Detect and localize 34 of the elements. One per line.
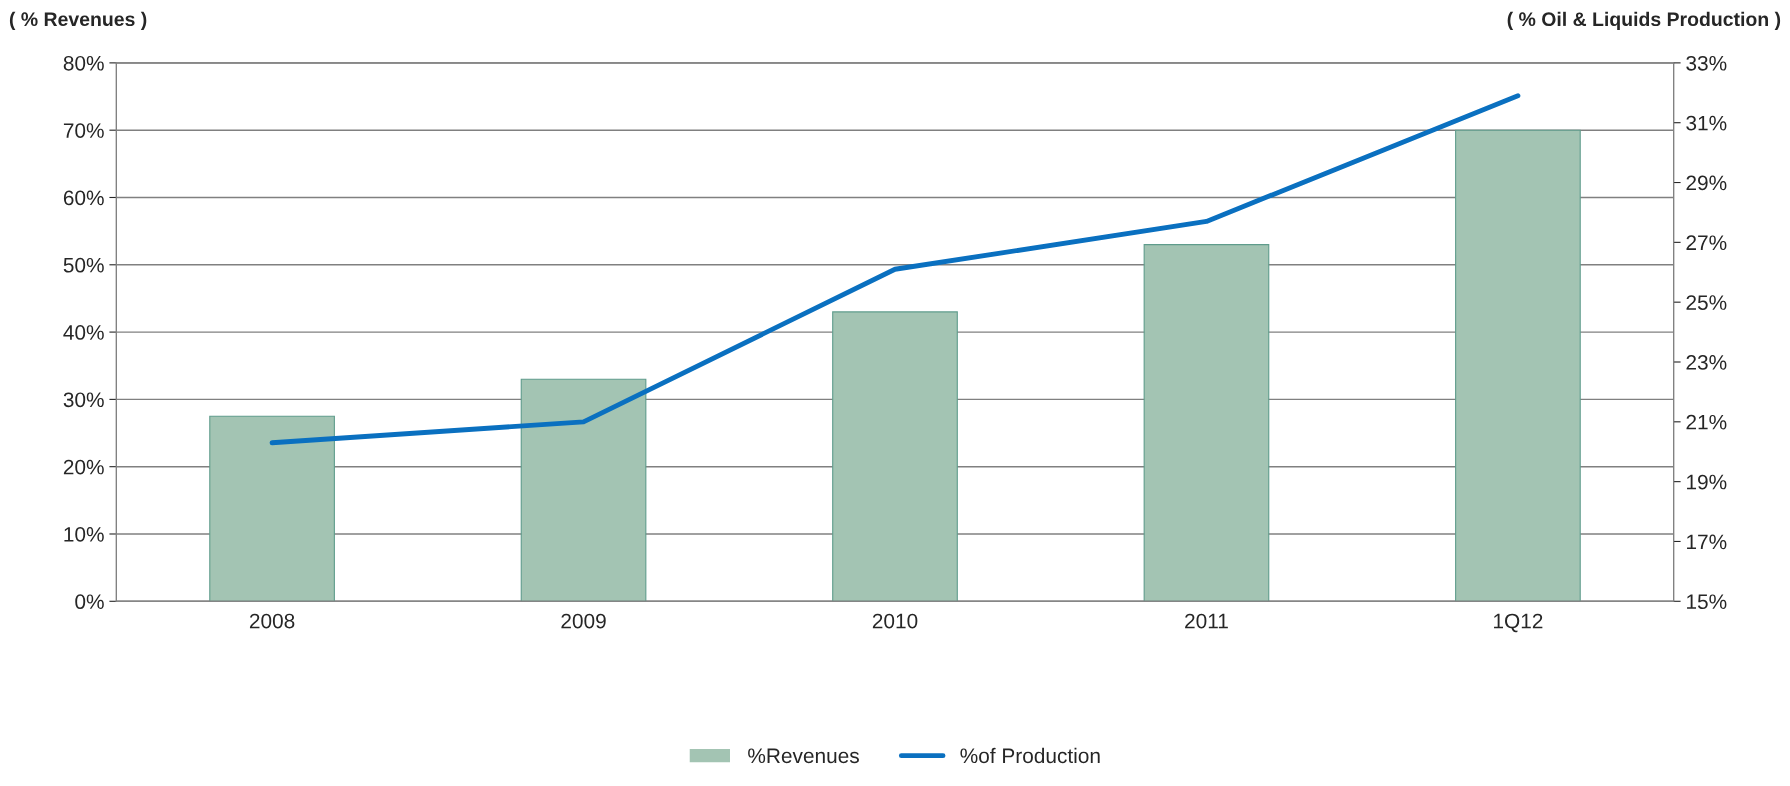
y-tick-label: 70% — [63, 123, 104, 138]
y2-axis-title: ( % Oil & Liquids Production ) — [1507, 11, 1781, 30]
y-tick-label: 80% — [63, 55, 104, 71]
bar — [209, 415, 335, 602]
y2-tick-label: 23% — [1686, 355, 1727, 370]
y-tick-label: 50% — [63, 257, 104, 273]
y2-tick-label: 29% — [1686, 175, 1727, 191]
legend-label: %of Production — [960, 747, 1100, 764]
legend-label: %Revenues — [748, 748, 859, 764]
y2-tick-label: 27% — [1686, 235, 1727, 251]
y2-tick-label: 21% — [1686, 414, 1727, 430]
y2-tick-label: 17% — [1687, 534, 1727, 550]
y-tick-label: 30% — [63, 392, 104, 408]
y-tick-label: 60% — [63, 190, 104, 206]
bar — [1143, 244, 1270, 602]
bar — [832, 311, 958, 602]
y-tick-label: 20% — [63, 459, 104, 475]
y2-tick-label: 19% — [1687, 474, 1727, 490]
y-axis-title: ( % Revenues ) — [9, 11, 147, 30]
y-tick-label: 0% — [75, 594, 104, 610]
y-tick-label: 40% — [63, 325, 104, 340]
x-tick-label: 2011 — [1185, 613, 1228, 629]
bar — [520, 378, 647, 602]
bar — [1455, 129, 1581, 602]
y-tick-label: 10% — [64, 526, 104, 542]
line-series — [269, 93, 1521, 446]
y2-tick-label: 31% — [1686, 115, 1727, 131]
y2-tick-label: 33% — [1686, 55, 1727, 71]
x-tick-label: 2008 — [249, 613, 295, 629]
x-tick-label: 1Q12 — [1494, 613, 1543, 633]
x-tick-label: 2009 — [561, 613, 606, 629]
y2-tick-label: 25% — [1686, 295, 1727, 310]
x-tick-label: 2010 — [872, 613, 918, 629]
y2-tick-label: 15% — [1687, 594, 1727, 610]
